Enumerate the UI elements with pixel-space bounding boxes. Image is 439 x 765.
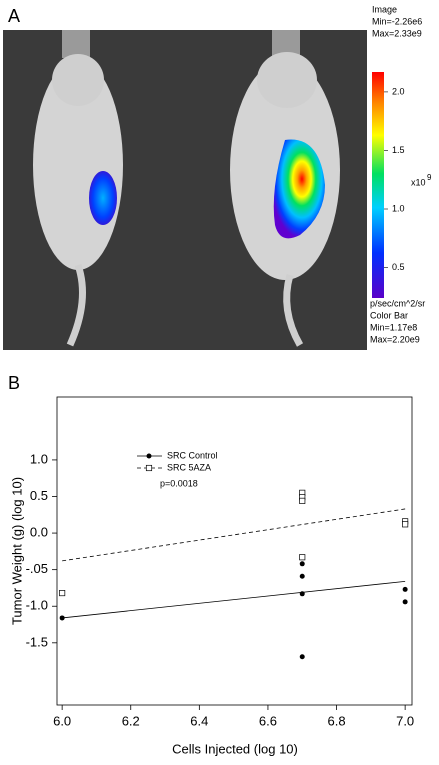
colorbar-tick-label: 0.5	[392, 262, 405, 272]
colorbar-info: Color Bar	[370, 310, 408, 320]
colorbar-unit: p/sec/cm^2/sr	[370, 298, 425, 308]
data-point	[59, 590, 66, 597]
panel-label: A	[8, 6, 20, 26]
colorbar-exponent: 9	[427, 173, 432, 182]
x-tick-label: 6.2	[122, 713, 140, 728]
y-tick-label: -1.0	[26, 598, 48, 613]
data-point	[402, 599, 408, 605]
data-point	[299, 497, 306, 504]
y-tick-label: 0.5	[30, 488, 48, 503]
colorbar-tick-label: 1.0	[392, 203, 405, 213]
data-point	[402, 586, 408, 592]
annotation: p=0.0018	[160, 478, 198, 488]
fit-line	[62, 580, 406, 619]
data-point	[299, 654, 305, 660]
image-info: Min=-2.26e6	[372, 16, 422, 26]
mouse-image	[3, 30, 367, 350]
data-point	[299, 561, 305, 567]
data-point	[402, 521, 409, 528]
image-info: Image	[372, 4, 397, 14]
data-point	[299, 573, 305, 579]
data-point	[59, 615, 65, 621]
data-point	[299, 591, 305, 597]
fit-line	[62, 508, 406, 562]
y-tick-label: -.05	[26, 561, 48, 576]
x-tick-label: 6.6	[259, 713, 277, 728]
colorbar-tick-label: 2.0	[392, 86, 405, 96]
y-axis-label: Tumor Weight (g) (log 10)	[9, 477, 24, 625]
color-bar	[372, 72, 384, 298]
legend-label: SRC Control	[167, 450, 218, 460]
x-tick-label: 6.8	[328, 713, 346, 728]
data-point	[299, 554, 306, 561]
colorbar-info: Min=1.17e8	[370, 322, 417, 332]
y-tick-label: -1.5	[26, 634, 48, 649]
legend-marker	[146, 453, 152, 459]
legend-marker	[145, 464, 153, 472]
colorbar-multiplier: x10	[411, 177, 426, 187]
x-tick-label: 6.0	[53, 713, 71, 728]
y-tick-label: 0.0	[30, 525, 48, 540]
colorbar-info: Max=2.20e9	[370, 334, 420, 344]
x-axis-label: Cells Injected (log 10)	[172, 741, 298, 756]
legend-label: SRC 5AZA	[167, 462, 211, 472]
x-tick-label: 7.0	[396, 713, 414, 728]
colorbar-tick-label: 1.5	[392, 145, 405, 155]
panel-label: B	[8, 373, 20, 393]
y-tick-label: 1.0	[30, 451, 48, 466]
image-info: Max=2.33e9	[372, 28, 422, 38]
plot-frame	[56, 396, 413, 706]
x-tick-label: 6.4	[190, 713, 208, 728]
